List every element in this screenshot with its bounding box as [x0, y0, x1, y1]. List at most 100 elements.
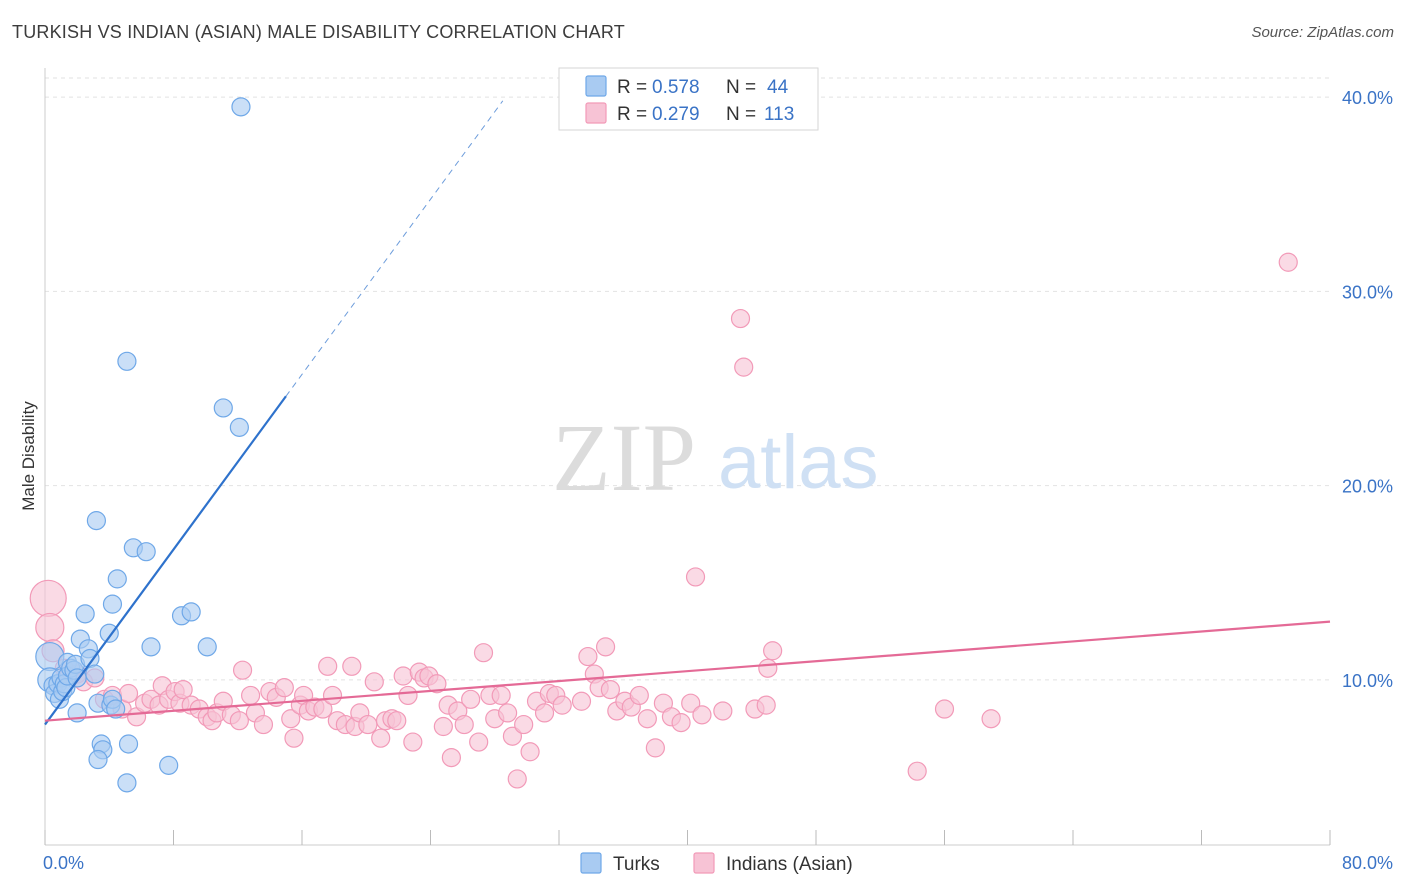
data-point [520, 742, 540, 762]
data-point [141, 637, 161, 657]
data-point [637, 709, 657, 729]
data-point [253, 714, 274, 735]
data-point [433, 716, 453, 737]
data-point [629, 685, 649, 706]
data-point [398, 685, 418, 706]
y-tick-label: 40.0% [1342, 88, 1393, 108]
data-point [274, 678, 294, 698]
data-point [213, 398, 233, 418]
data-point [763, 641, 783, 661]
data-point [86, 511, 107, 531]
data-point [197, 637, 217, 657]
y-tick-label: 30.0% [1342, 282, 1393, 302]
series-legend-swatch-turks [580, 852, 602, 874]
data-point [713, 701, 733, 721]
x-ticks [44, 830, 1331, 845]
data-point [173, 679, 193, 700]
data-point [600, 679, 621, 700]
data-point [671, 713, 691, 733]
data-point [756, 695, 776, 715]
data-point [117, 351, 137, 371]
series-legend-label-indians: Indians (Asian) [726, 854, 853, 875]
data-point [393, 666, 413, 686]
data-point [441, 747, 461, 768]
data-point [427, 674, 447, 694]
trend-line-indians [44, 620, 1331, 722]
y-tick-label: 10.0% [1342, 671, 1393, 691]
data-points [29, 97, 1298, 793]
data-point [232, 660, 253, 680]
data-point [681, 693, 701, 713]
data-point [75, 604, 95, 624]
data-point [507, 769, 527, 789]
data-point [322, 685, 343, 706]
series-turks-points [35, 97, 251, 793]
watermark-zip: ZIP [552, 404, 696, 511]
data-point [461, 689, 481, 709]
stats-legend-r-indians: 0.279 [652, 104, 700, 125]
data-point [730, 308, 751, 329]
stats-legend-r-turks: 0.578 [652, 77, 700, 98]
y-axis-title: Male Disability [19, 401, 38, 511]
data-point [473, 643, 494, 663]
series-legend-label-turks: Turks [613, 854, 660, 875]
data-point [117, 773, 137, 793]
data-point [29, 579, 67, 617]
data-point [498, 703, 518, 723]
data-point [1278, 252, 1298, 272]
data-point [159, 755, 179, 775]
data-point [107, 569, 127, 589]
data-point [102, 594, 123, 614]
data-point [281, 709, 301, 729]
chart-title: TURKISH VS INDIAN (ASIAN) MALE DISABILIT… [12, 22, 625, 42]
data-point [284, 728, 304, 748]
stats-legend-n-turks: 44 [767, 77, 789, 98]
grid-lines [45, 77, 1330, 681]
stats-legend-n-label-turks: N = [726, 77, 756, 98]
data-point [106, 699, 126, 719]
data-point [118, 734, 139, 754]
stats-legend-r-label-turks: R = [617, 77, 647, 98]
chart-source: Source: ZipAtlas.com [1251, 24, 1394, 41]
x-tick-label: 80.0% [1342, 853, 1393, 873]
data-point [645, 738, 665, 758]
data-point [595, 637, 616, 657]
x-tick-labels: 0.0% 80.0% [43, 853, 1393, 873]
stats-legend-swatch-turks [585, 75, 607, 97]
data-point [342, 656, 362, 676]
data-point [364, 672, 384, 692]
data-point [514, 714, 534, 735]
stats-legend-r-label-indians: R = [617, 104, 647, 125]
data-point [907, 761, 927, 781]
stats-legend: R = 0.578 N = 44 R = 0.279 N = 113 [558, 67, 819, 131]
stats-legend-swatch-indians [585, 102, 607, 124]
stats-legend-n-label-indians: N = [726, 104, 756, 125]
trend-extension-turks [285, 100, 504, 397]
trend-line-turks [44, 395, 287, 726]
data-point [118, 683, 139, 704]
series-legend-swatch-indians [693, 852, 715, 874]
stats-legend-n-indians: 113 [764, 104, 794, 125]
trend-lines [44, 100, 1331, 726]
data-point [403, 732, 423, 752]
watermark-atlas: atlas [718, 420, 879, 505]
data-point [387, 711, 407, 731]
data-point [358, 714, 378, 735]
data-point [534, 703, 555, 723]
series-indians-points [29, 252, 1298, 789]
data-point [136, 542, 156, 562]
data-point [88, 749, 108, 770]
data-point [85, 664, 105, 684]
data-point [231, 97, 251, 117]
data-point [469, 732, 489, 752]
data-point [229, 711, 249, 731]
y-tick-label: 20.0% [1342, 477, 1393, 497]
data-point [685, 567, 706, 587]
y-tick-labels: 10.0% 20.0% 30.0% 40.0% [1342, 88, 1393, 691]
data-point [578, 646, 598, 667]
data-point [758, 658, 778, 678]
series-legend: Turks Indians (Asian) [580, 852, 853, 875]
watermark: ZIP atlas [552, 404, 879, 511]
data-point [229, 417, 249, 437]
